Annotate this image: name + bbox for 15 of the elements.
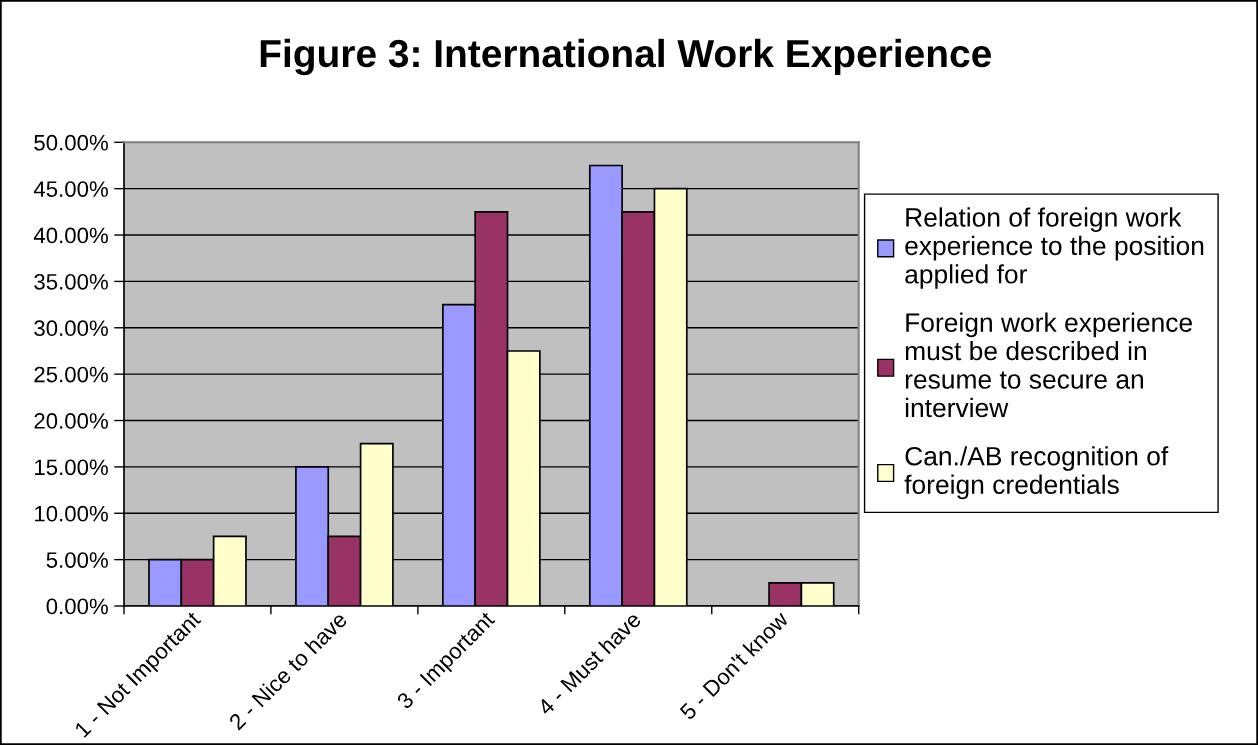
y-tick-label: 20.00%: [34, 413, 108, 429]
y-tick-label: 35.00%: [34, 273, 108, 290]
y-tick-label: 5.00%: [46, 552, 108, 568]
y-tick-label: 45.00%: [33, 181, 108, 197]
y-tick-label: 30.00%: [34, 320, 108, 337]
legend-label: Can./AB recognition of foreign credentials: [904, 446, 1169, 500]
y-tick-label: 15.00%: [35, 459, 108, 476]
chart-title: Figure 3: International Work Experience: [260, 38, 991, 76]
legend-label: Foreign work experience must be described in resume to secure an interview: [905, 312, 1192, 418]
y-tick-label: 50.00%: [34, 134, 108, 151]
y-tick-label: 0.00%: [46, 598, 108, 615]
y-tick-label: 25.00%: [34, 366, 108, 383]
legend-label: Relation of foreign work experience to the position applied for: [905, 207, 1204, 289]
y-tick-label: 40.00%: [33, 227, 108, 244]
y-tick-label: 10.00%: [35, 505, 108, 522]
